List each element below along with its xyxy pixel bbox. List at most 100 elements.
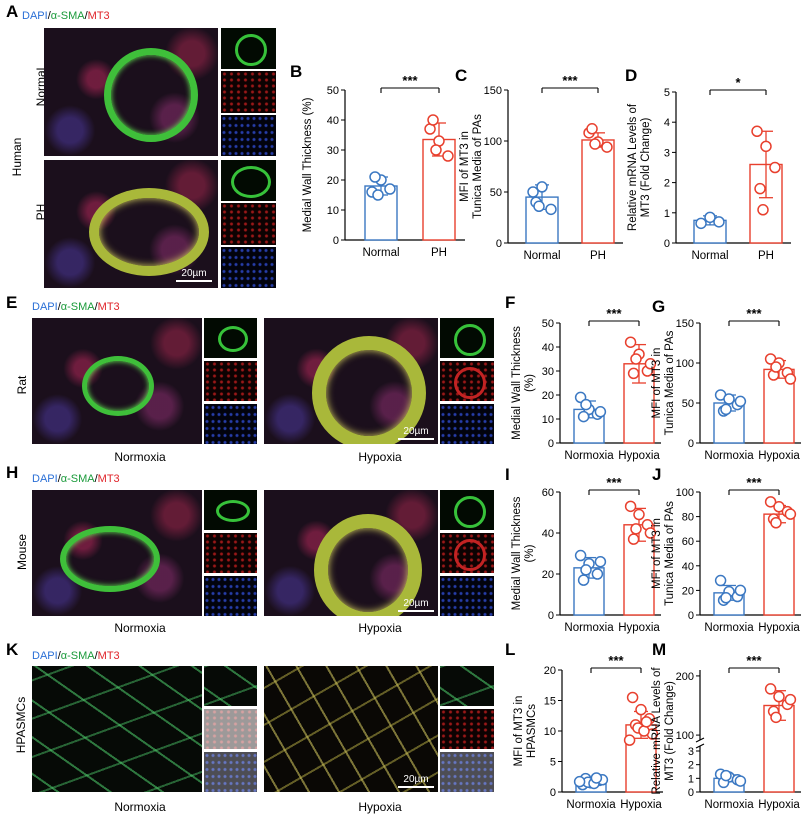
- y-axis-label-m: MT3 (Fold Change): [664, 681, 676, 781]
- y-tick-label-d: 4: [664, 117, 670, 129]
- micrograph-hpasmc-hypoxia-merged: 20µm: [264, 666, 438, 792]
- y-tick-label-m: 3: [688, 746, 694, 758]
- micrograph-rat-hypoxia-merged: 20µm: [264, 318, 438, 444]
- micrograph-human-normal-mt3: [221, 71, 276, 113]
- condition-label-hypoxia: Hypoxia: [358, 450, 402, 464]
- data-point-l: [638, 725, 650, 737]
- y-axis-label-l: HPASMCs: [526, 704, 538, 758]
- data-point-c: [589, 138, 601, 150]
- micrograph-mouse-normoxia-merged: [32, 490, 202, 616]
- y-tick-label-c: 100: [484, 136, 502, 148]
- micrograph-mouse-hypoxia-merged: 20µm: [264, 490, 438, 616]
- micrograph-mouse-normoxia-mt3: [204, 533, 257, 573]
- y-tick-label-d: 0: [664, 238, 670, 250]
- significance-d: *: [735, 75, 741, 90]
- y-tick-label-f: 10: [542, 414, 554, 426]
- y-tick-label-b: 30: [327, 145, 339, 157]
- data-point-f: [624, 336, 637, 348]
- micrograph-hpasmc-normoxia-mt3: [204, 709, 257, 749]
- stain-legend-e: DAPI/α-SMA/MT3: [32, 301, 120, 313]
- y-tick-label-b: 40: [327, 115, 339, 127]
- micrograph-human-ph-merged: 20µm: [44, 160, 218, 288]
- data-point-g: [723, 393, 735, 405]
- data-point-i: [624, 500, 637, 513]
- x-tick-label-i: Normoxia: [564, 622, 614, 634]
- data-point-j: [734, 584, 747, 597]
- data-point-i: [633, 508, 645, 521]
- y-tick-label-f: 20: [542, 390, 554, 402]
- x-tick-label-d: PH: [758, 250, 774, 262]
- data-point-j: [714, 574, 727, 587]
- y-tick-label-m: 1: [688, 773, 694, 785]
- panel-label-m: M: [652, 640, 667, 659]
- x-tick-label-m: Normoxia: [704, 799, 754, 811]
- data-point-b: [427, 114, 439, 126]
- significance-j: ***: [746, 475, 762, 490]
- y-axis-label-f: (%): [524, 374, 536, 392]
- data-point-f: [627, 367, 640, 380]
- data-point-d: [704, 211, 716, 224]
- y-axis-label-c: MFI of MT3 in: [459, 131, 471, 202]
- data-point-i: [591, 568, 604, 580]
- data-point-g: [784, 373, 797, 385]
- micrograph-mouse-hypoxia-dapi: [440, 576, 494, 616]
- micrograph-mouse-hypoxia-sma: [440, 490, 494, 530]
- x-tick-label-g: Hypoxia: [758, 450, 800, 462]
- data-point-b: [430, 144, 442, 156]
- data-point-m: [764, 683, 777, 695]
- data-point-f: [580, 398, 592, 411]
- significance-c: ***: [562, 73, 578, 88]
- data-point-g: [734, 395, 747, 408]
- data-point-f: [594, 406, 607, 418]
- panel-label-a: A: [6, 2, 19, 21]
- y-tick-label-i: 20: [542, 569, 554, 581]
- micrograph-human-normal-sma: [221, 28, 276, 69]
- data-point-l: [626, 691, 639, 704]
- micrograph-rat-hypoxia-sma: [440, 318, 494, 358]
- data-point-f: [644, 358, 657, 370]
- data-point-c: [536, 181, 548, 193]
- bar-j-1: [763, 513, 795, 616]
- y-tick-label-l: 15: [544, 696, 556, 708]
- data-point-j: [764, 496, 777, 508]
- x-tick-label-b: PH: [431, 247, 447, 259]
- y-axis-label-g: Tunica Media of PAs: [664, 330, 676, 435]
- stain-legend-k: DAPI/α-SMA/MT3: [32, 650, 120, 662]
- data-point-d: [713, 216, 725, 228]
- condition-label-hypoxia: Hypoxia: [358, 800, 402, 814]
- y-tick-label-f: 30: [542, 366, 554, 378]
- micrograph-human-normal-dapi: [221, 115, 276, 156]
- axis-break-mark: [695, 737, 705, 743]
- significance-b: ***: [402, 73, 418, 88]
- data-point-c: [527, 186, 539, 198]
- data-point-j: [773, 501, 785, 513]
- y-tick-label-f: 50: [542, 318, 554, 330]
- x-tick-label-f: Normoxia: [564, 450, 614, 462]
- data-point-c: [601, 141, 613, 153]
- y-tick-label-m: 200: [676, 671, 694, 683]
- data-point-i: [580, 564, 592, 576]
- y-tick-label-j: 100: [676, 487, 694, 499]
- data-point-b: [442, 150, 454, 162]
- y-tick-label-j: 40: [682, 561, 694, 573]
- x-tick-label-f: Hypoxia: [618, 450, 660, 462]
- micrograph-hpasmc-normoxia-merged: [32, 666, 202, 792]
- y-tick-label-b: 10: [327, 205, 339, 217]
- y-axis-label-l: MFI of MT3 in: [513, 696, 525, 767]
- y-tick-label-l: 20: [544, 665, 556, 677]
- data-point-m: [784, 693, 797, 706]
- micrograph-rat-hypoxia-mt3: [440, 361, 494, 401]
- panel-label-e: E: [6, 293, 18, 312]
- data-point-m: [734, 775, 747, 787]
- data-point-f: [630, 353, 642, 365]
- y-axis-label-i: Medial Wall Thickness: [511, 496, 523, 610]
- y-axis-label-c: Tunica Media of PAs: [472, 114, 484, 219]
- y-axis-label-d: MT3 (Fold Change): [640, 117, 652, 217]
- micrograph-human-ph-sma: [221, 160, 276, 201]
- data-point-i: [594, 555, 607, 568]
- micrograph-rat-normoxia-dapi: [204, 404, 257, 444]
- data-point-i: [574, 549, 587, 562]
- y-tick-label-j: 0: [688, 610, 694, 622]
- y-tick-label-l: 0: [550, 787, 556, 799]
- dapi-label: DAPI: [22, 10, 48, 22]
